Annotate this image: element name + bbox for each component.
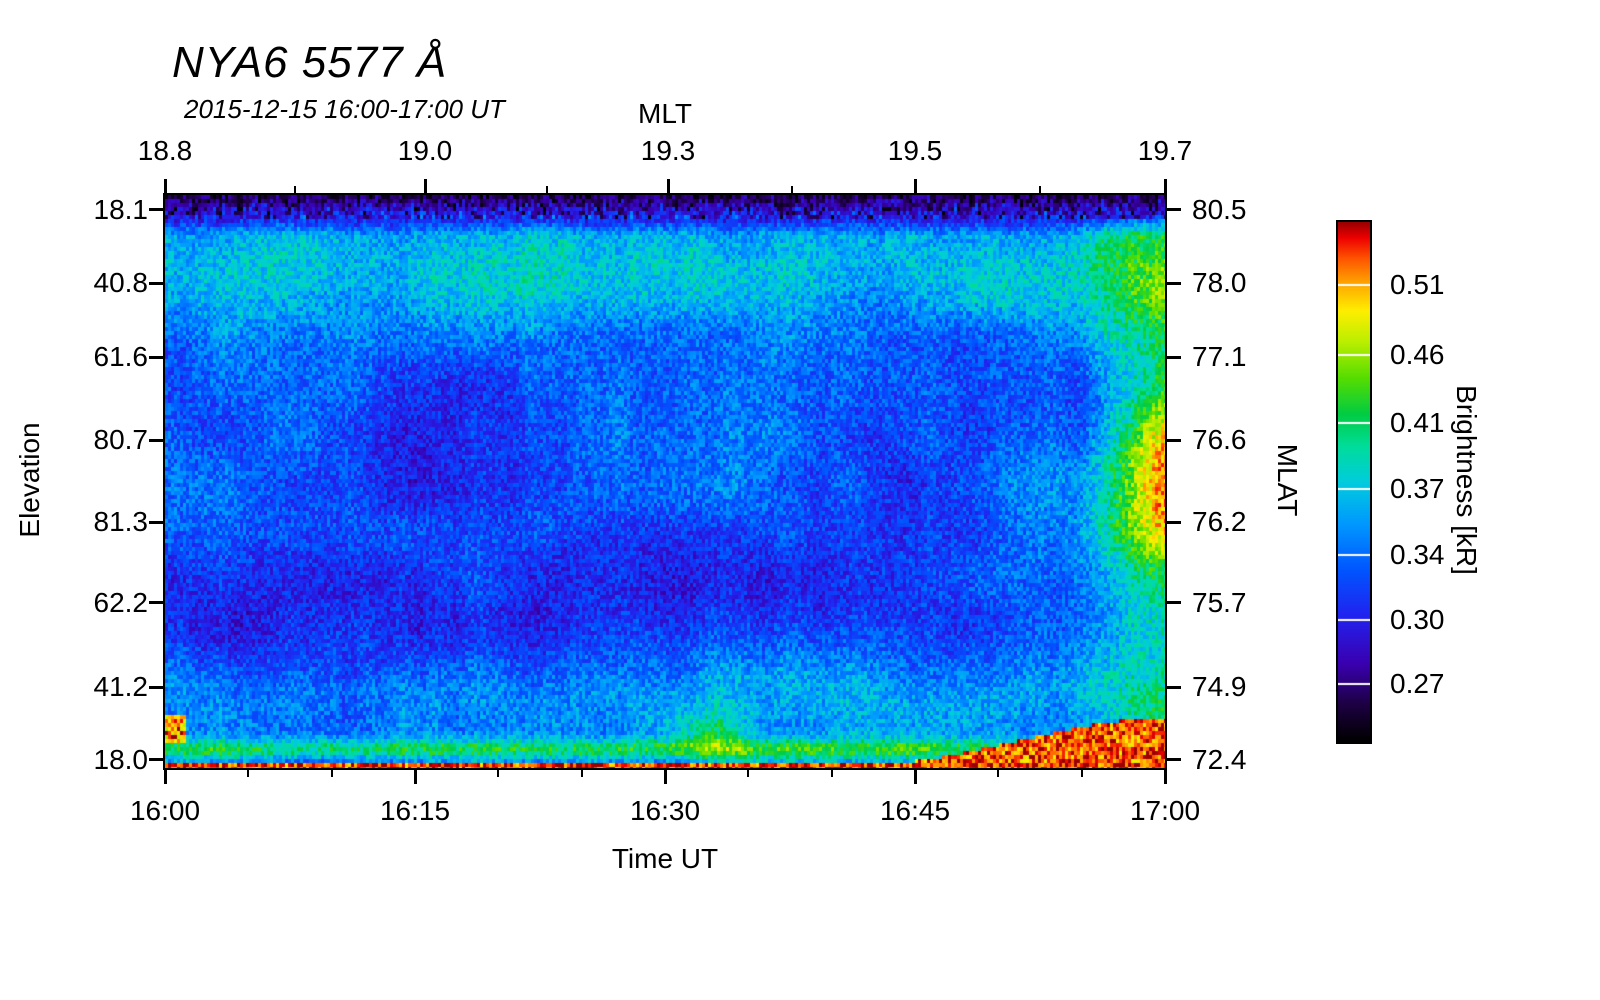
right-axis-tick-label: 72.4 <box>1192 743 1247 775</box>
colorbar-tick-label: 0.41 <box>1390 407 1445 439</box>
colorbar-tick-label: 0.51 <box>1390 268 1445 300</box>
top-axis-minor-tick <box>545 186 548 193</box>
right-axis-tick <box>1167 685 1181 689</box>
colorbar <box>1336 220 1372 744</box>
left-axis-tick <box>149 758 163 762</box>
top-axis-minor-tick <box>790 186 793 193</box>
colorbar-canvas <box>1338 222 1370 742</box>
left-axis-tick-label: 41.2 <box>93 671 149 703</box>
left-axis-tick-label: 80.7 <box>93 424 149 456</box>
right-axis-tick-label: 76.2 <box>1192 506 1247 538</box>
top-axis-tick <box>163 179 167 193</box>
left-axis-tick <box>149 685 163 689</box>
top-axis-minor-tick <box>294 186 296 193</box>
plot-subtitle: 2015-12-15 16:00-17:00 UT <box>184 94 505 124</box>
right-axis-tick-label: 78.0 <box>1192 267 1247 299</box>
bottom-axis-minor-tick <box>580 770 583 777</box>
left-axis-tick-label: 40.8 <box>93 267 149 299</box>
bottom-axis-minor-tick <box>747 770 750 777</box>
heatmap-canvas <box>165 195 1165 768</box>
right-axis-tick-label: 76.6 <box>1192 424 1247 456</box>
right-axis-tick-label: 75.7 <box>1192 586 1247 618</box>
bottom-axis-tick <box>663 770 667 784</box>
right-axis-tick <box>1167 281 1181 285</box>
left-axis-tick-label: 62.2 <box>93 586 149 618</box>
left-axis-tick-label: 18.1 <box>93 193 149 225</box>
top-axis-tick-label: 19.3 <box>640 135 696 166</box>
plot-frame <box>163 193 1167 770</box>
bottom-axis-minor-tick <box>330 770 333 777</box>
colorbar-tick-label: 0.46 <box>1390 339 1445 371</box>
left-axis-tick-label: 18.0 <box>93 743 149 775</box>
bottom-axis-tick <box>913 770 917 784</box>
top-axis-label: MLT <box>638 98 692 129</box>
right-axis-tick-label: 77.1 <box>1192 341 1247 373</box>
bottom-axis-tick-label: 16:30 <box>629 795 701 826</box>
top-axis-tick-label: 19.5 <box>887 135 943 166</box>
bottom-axis-tick-label: 16:15 <box>379 795 451 826</box>
top-axis-tick <box>913 179 917 193</box>
colorbar-tick-label: 0.37 <box>1390 472 1445 504</box>
top-axis-tick <box>423 179 427 193</box>
right-axis-tick <box>1167 438 1181 442</box>
right-axis-label: MLAT <box>1272 443 1303 517</box>
left-axis-tick <box>149 520 163 524</box>
top-axis-tick <box>1163 179 1167 193</box>
left-axis-tick-label: 81.3 <box>93 506 149 538</box>
left-axis-tick <box>149 438 163 442</box>
bottom-axis-label: Time UT <box>611 843 719 874</box>
top-axis-tick <box>666 179 670 193</box>
colorbar-label: Brightness [kR] <box>1451 385 1482 575</box>
right-axis-tick-label: 80.5 <box>1192 193 1247 225</box>
bottom-axis-minor-tick <box>1080 770 1083 777</box>
right-axis-tick <box>1167 601 1181 605</box>
right-axis-tick <box>1167 520 1181 524</box>
right-axis-tick-label: 74.9 <box>1192 671 1247 703</box>
top-axis-tick-label: 19.0 <box>397 135 453 166</box>
bottom-axis-tick-label: 16:00 <box>129 795 201 826</box>
bottom-axis-minor-tick <box>830 770 833 777</box>
right-axis-tick <box>1167 355 1181 359</box>
bottom-axis-tick <box>163 770 167 784</box>
colorbar-tick-label: 0.27 <box>1390 667 1445 699</box>
bottom-axis-tick-label: 16:45 <box>879 795 951 826</box>
bottom-axis-tick <box>413 770 417 784</box>
top-axis-tick-label: 18.8 <box>137 135 193 166</box>
bottom-axis-minor-tick <box>247 770 250 777</box>
plot-title: NYA6 5577 Å <box>172 38 448 87</box>
bottom-axis-tick-label: 17:00 <box>1129 795 1201 826</box>
top-axis-minor-tick <box>1039 186 1041 193</box>
right-axis-tick <box>1167 758 1181 762</box>
left-axis-tick <box>149 601 163 605</box>
bottom-axis-minor-tick <box>997 770 1000 777</box>
colorbar-tick-label: 0.34 <box>1390 538 1445 570</box>
left-axis-tick <box>149 281 163 285</box>
left-axis-tick <box>149 355 163 359</box>
right-axis-tick <box>1167 208 1181 212</box>
left-axis-tick-label: 61.6 <box>93 341 149 373</box>
colorbar-tick-label: 0.30 <box>1390 603 1445 635</box>
top-axis-tick-label: 19.7 <box>1137 135 1193 166</box>
left-axis-tick <box>149 208 163 212</box>
bottom-axis-tick <box>1163 770 1167 784</box>
bottom-axis-minor-tick <box>497 770 500 777</box>
